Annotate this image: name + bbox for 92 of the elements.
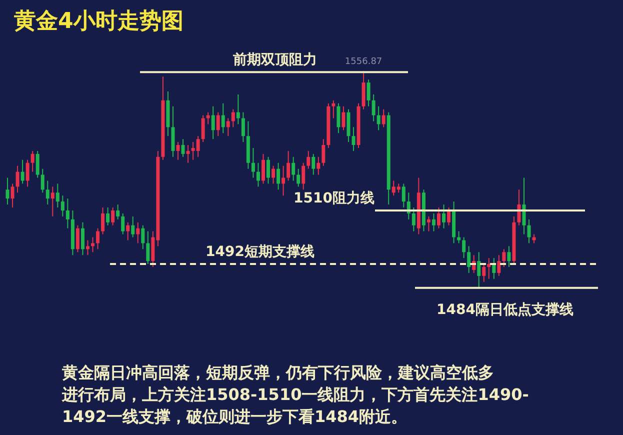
- candlestick: [56, 183, 60, 208]
- candlestick: [312, 153, 316, 176]
- candlestick: [251, 147, 255, 178]
- candlestick: [402, 183, 406, 208]
- candlestick: [10, 183, 14, 208]
- candlestick: [40, 168, 44, 194]
- candlestick: [86, 240, 90, 256]
- candlestick: [276, 162, 280, 190]
- candlestick: [30, 150, 34, 172]
- candlestick: [16, 165, 20, 194]
- candlestick: [60, 195, 64, 217]
- candlestick: [46, 180, 50, 206]
- candlestick: [442, 204, 446, 229]
- candlestick: [372, 94, 376, 122]
- candlestick: [426, 216, 430, 232]
- candlestick: [141, 224, 145, 250]
- candlestick: [342, 106, 346, 131]
- candlestick: [447, 206, 451, 226]
- candlestick: [346, 108, 350, 143]
- candlestick: [211, 106, 215, 140]
- candlestick: [272, 165, 276, 184]
- candlestick: [362, 70, 366, 110]
- candlestick: [412, 206, 416, 232]
- candlestick: [186, 144, 190, 164]
- candlestick: [136, 222, 140, 244]
- candlestick: [261, 153, 265, 184]
- candlestick: [266, 156, 270, 184]
- candlestick: [462, 236, 466, 259]
- candlestick: [437, 206, 440, 229]
- candlestick: [50, 186, 54, 217]
- candlestick: [236, 94, 240, 125]
- candlestick: [492, 258, 496, 280]
- annotation: 1556.87: [344, 57, 382, 68]
- candlestick: [76, 224, 80, 253]
- ref-line-label: 前期双顶阻力: [232, 52, 317, 68]
- candlestick: [376, 106, 380, 131]
- candlestick: [256, 162, 260, 188]
- candlestick: [36, 150, 40, 178]
- candlestick: [522, 177, 526, 235]
- candlestick: [131, 216, 135, 238]
- candlestick: [286, 150, 290, 182]
- candlestick: [302, 162, 306, 190]
- candlestick: [432, 212, 436, 232]
- candlestick: [497, 254, 501, 276]
- candlestick: [292, 156, 296, 182]
- ref-line-label: 1484隔日低点支撑线: [436, 302, 574, 318]
- candlestick: [101, 206, 105, 235]
- candlestick: [502, 248, 506, 268]
- candlestick: [332, 100, 336, 119]
- candlestick: [6, 177, 10, 206]
- ref-line-label: 1492短期支撑线: [206, 244, 314, 260]
- candlestick: [201, 114, 205, 143]
- candlestick: [282, 165, 286, 196]
- candlestick: [322, 138, 326, 166]
- candlestick: [507, 246, 511, 268]
- candlestick: [176, 142, 180, 160]
- candlestick: [487, 258, 491, 280]
- candlestick: [221, 102, 225, 134]
- candlestick: [457, 230, 461, 244]
- candlestick: [527, 218, 531, 244]
- candlestick: [20, 159, 24, 184]
- candlestick: [241, 112, 245, 143]
- candlestick: [66, 198, 70, 229]
- candlestick: [106, 206, 110, 226]
- candlestick: [517, 189, 521, 226]
- chart-title: 黄金4小时走势图: [13, 9, 184, 34]
- candlestick: [96, 228, 100, 250]
- candlestick: [477, 252, 481, 288]
- candlestick: [121, 212, 125, 235]
- candlestick: [316, 156, 320, 176]
- candlestick: [146, 230, 150, 265]
- candlestick: [336, 102, 340, 134]
- candlestick: [296, 168, 300, 188]
- candlestick: [171, 106, 175, 158]
- candlestick: [116, 204, 120, 220]
- candlestick: [126, 222, 130, 241]
- candlestick: [352, 126, 356, 152]
- ref-line-label: 1510阻力线: [294, 190, 374, 206]
- candlestick: [26, 159, 30, 188]
- candlestick: [91, 236, 95, 253]
- candlestick: [80, 222, 84, 256]
- candlestick: [382, 108, 386, 128]
- candlestick: [366, 79, 370, 107]
- candlestick: [482, 264, 486, 282]
- candlestick: [467, 246, 471, 274]
- candlestick: [111, 206, 115, 226]
- candlestick: [181, 138, 185, 158]
- text: 黄金隔日冲高回落，短期反弹，仍有下行风险，建议高空低多进行布局，上方关注1508-1510一线阻力，下方首先关注1490-1492一线支撑，破位则进一步下看1484附近。: [61, 363, 529, 426]
- candlestick: [226, 118, 230, 137]
- candlestick: [306, 150, 310, 170]
- candlestick: [231, 108, 235, 128]
- candlestick: [216, 112, 220, 137]
